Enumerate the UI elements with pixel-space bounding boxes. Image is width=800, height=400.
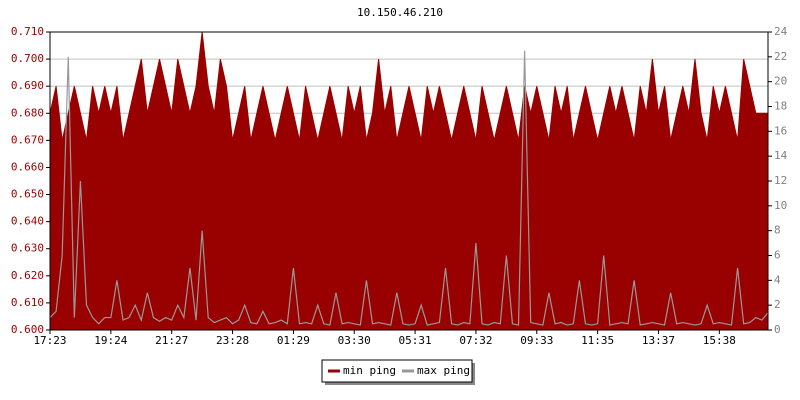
y2-tick-label: 14	[774, 149, 788, 162]
y2-tick-label: 20	[774, 75, 787, 88]
y-tick-label: 0.600	[11, 323, 44, 336]
y-tick-label: 0.700	[11, 52, 44, 65]
x-tick-label: 23:28	[216, 334, 249, 347]
y-tick-label: 0.670	[11, 133, 44, 146]
y2-tick-label: 16	[774, 124, 787, 137]
x-tick-label: 13:37	[642, 334, 675, 347]
x-tick-label: 09:33	[520, 334, 553, 347]
x-tick-label: 07:32	[459, 334, 492, 347]
x-tick-label: 03:30	[338, 334, 371, 347]
y2-tick-label: 8	[774, 224, 781, 237]
y2-tick-label: 18	[774, 100, 787, 113]
y-tick-label: 0.680	[11, 106, 44, 119]
x-tick-label: 17:23	[33, 334, 66, 347]
x-tick-label: 11:35	[581, 334, 614, 347]
x-tick-label: 01:29	[277, 334, 310, 347]
y-tick-label: 0.610	[11, 296, 44, 309]
x-tick-label: 15:38	[703, 334, 736, 347]
y2-tick-label: 24	[774, 25, 788, 38]
line	[49, 50, 769, 326]
y2-tick-label: 6	[774, 249, 781, 262]
y2-tick-label: 4	[774, 273, 781, 286]
y-tick-label: 0.660	[11, 160, 44, 173]
y-tick-label: 0.710	[11, 25, 44, 38]
y-tick-label: 0.630	[11, 242, 44, 255]
x-tick-label: 19:24	[94, 334, 127, 347]
y2-tick-label: 10	[774, 199, 787, 212]
y2-tick-label: 0	[774, 323, 781, 336]
legend	[321, 359, 473, 383]
x-tick-label: 05:31	[399, 334, 432, 347]
y-tick-label: 0.620	[11, 269, 44, 282]
y-tick-label: 0.640	[11, 215, 44, 228]
area	[49, 31, 769, 331]
y2-tick-label: 22	[774, 50, 787, 63]
y-tick-label: 0.690	[11, 79, 44, 92]
plot-frame	[49, 31, 769, 331]
legend-label: min ping	[343, 364, 396, 377]
chart-title: 10.150.46.210	[357, 6, 443, 19]
y-tick-label: 0.650	[11, 188, 44, 201]
y2-tick-label: 12	[774, 174, 787, 187]
y2-tick-label: 2	[774, 298, 781, 311]
legend-label: max ping	[417, 364, 470, 377]
x-tick-label: 21:27	[155, 334, 188, 347]
